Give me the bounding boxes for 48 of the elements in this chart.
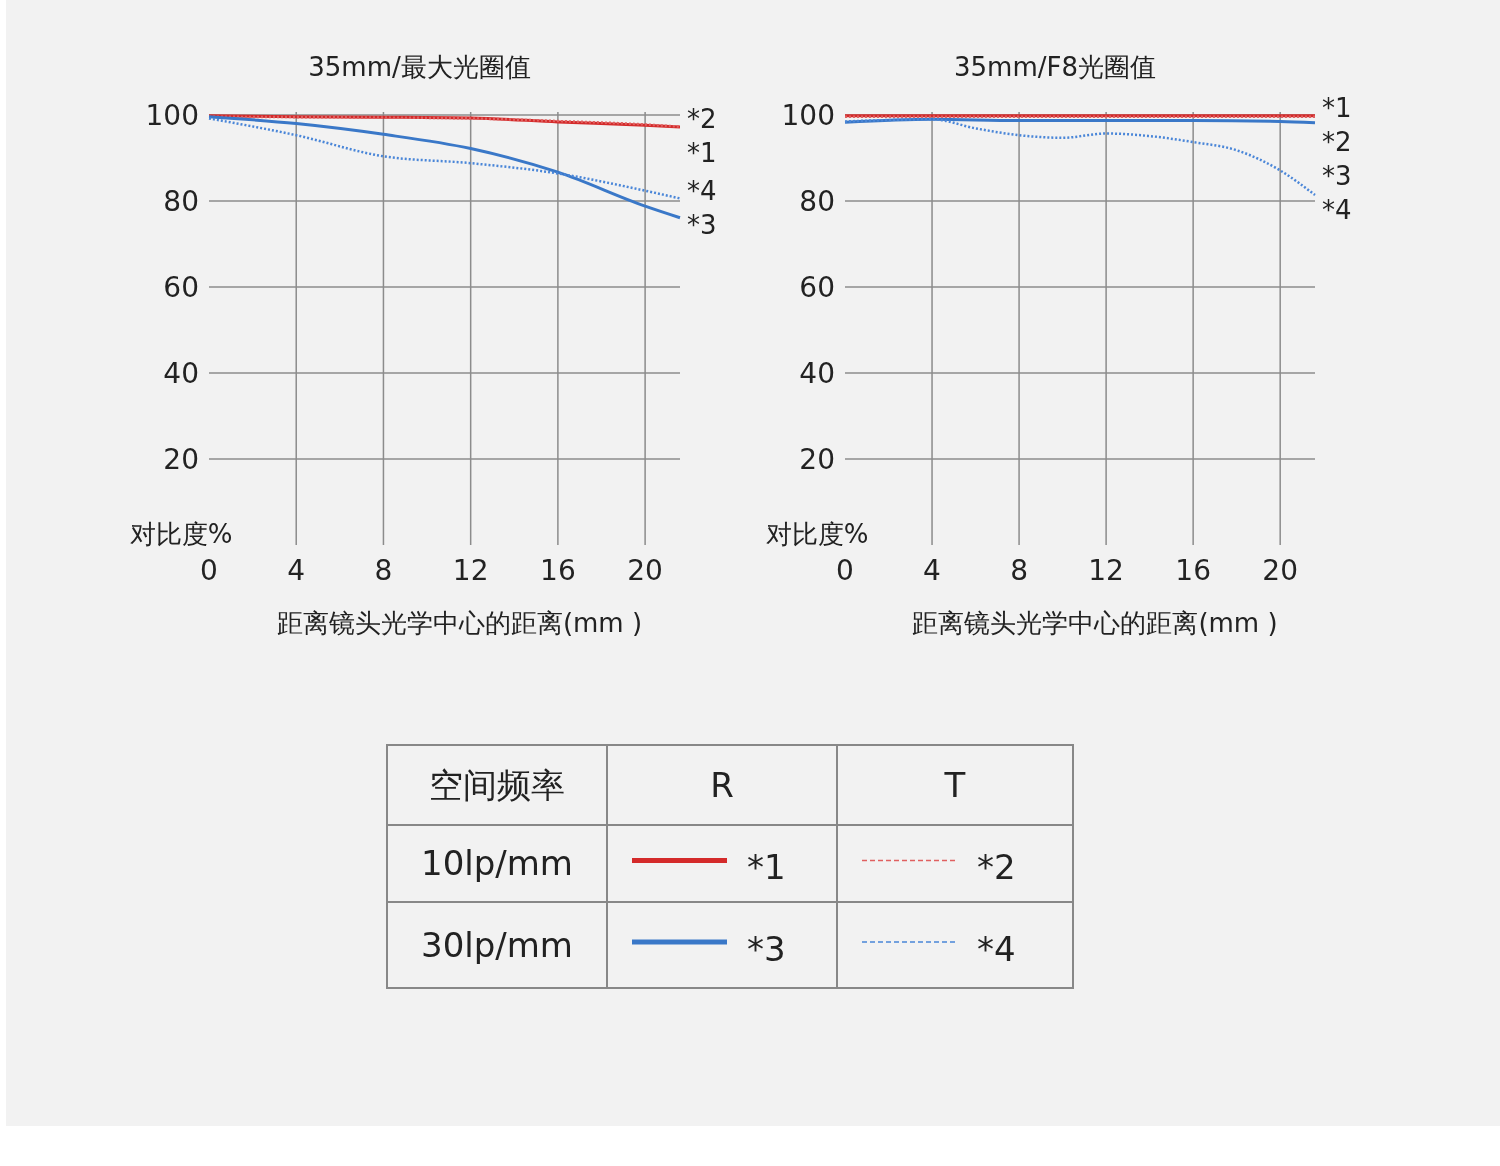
- x-tick-label: 12: [1088, 554, 1124, 587]
- line-series: [207, 117, 682, 200]
- x-tick-label: 16: [540, 554, 576, 587]
- text: 空间频率: [429, 764, 565, 805]
- line-series: [207, 115, 682, 220]
- text: T: [943, 764, 966, 805]
- y-tick-label: 20: [799, 442, 835, 476]
- text: *3: [687, 209, 717, 240]
- line-series: [843, 118, 1317, 197]
- x-axis-title: 距离镜头光学中心的距离(mm ): [276, 608, 643, 638]
- x-tick-label: 16: [1175, 554, 1211, 587]
- y-tick-label: 60: [799, 270, 835, 304]
- y-tick-label: 100: [145, 98, 199, 132]
- x-tick-label: 4: [923, 554, 941, 587]
- x-tick-label: 0: [200, 554, 218, 587]
- series-label: *4: [1322, 194, 1352, 225]
- x-tick-label: 0: [836, 554, 854, 587]
- y-tick-label: 80: [163, 184, 199, 218]
- x-tick-label: 8: [1010, 554, 1028, 587]
- text: *2: [687, 103, 717, 134]
- y-tick-label: 100: [781, 98, 835, 132]
- text: *4: [687, 175, 717, 206]
- text: 30lp/mm: [421, 924, 573, 965]
- legend-label: *1: [747, 847, 786, 888]
- y-tick-label: 40: [799, 356, 835, 390]
- y-axis-title: 对比度%: [129, 519, 233, 549]
- x-tick-label: 8: [374, 554, 393, 587]
- text: R: [710, 764, 734, 805]
- legend-label: *3: [747, 928, 786, 969]
- y-tick-label: 40: [163, 356, 199, 390]
- x-axis-title: 距离镜头光学中心的距离(mm ): [912, 608, 1278, 638]
- y-axis-title: 对比度%: [765, 519, 869, 549]
- x-tick-label: 20: [627, 554, 663, 587]
- y-tick-label: 60: [163, 270, 199, 304]
- x-tick-label: 4: [287, 554, 306, 587]
- series-label: *2: [1322, 126, 1352, 157]
- text: *1: [687, 137, 717, 168]
- y-tick-label: 20: [163, 442, 199, 476]
- x-tick-label: 12: [452, 554, 489, 587]
- x-tick-label: 20: [1262, 554, 1299, 587]
- legend-label: *2: [977, 847, 1016, 888]
- text: 10lp/mm: [421, 843, 573, 884]
- y-tick-label: 80: [799, 184, 835, 218]
- legend-label: *4: [977, 928, 1016, 969]
- chart-title: 35mm/最大光圈值: [308, 52, 531, 82]
- series-label: *3: [1322, 160, 1352, 191]
- chart-title: 35mm/F8光圈值: [954, 52, 1156, 82]
- series-label: *1: [1322, 92, 1352, 123]
